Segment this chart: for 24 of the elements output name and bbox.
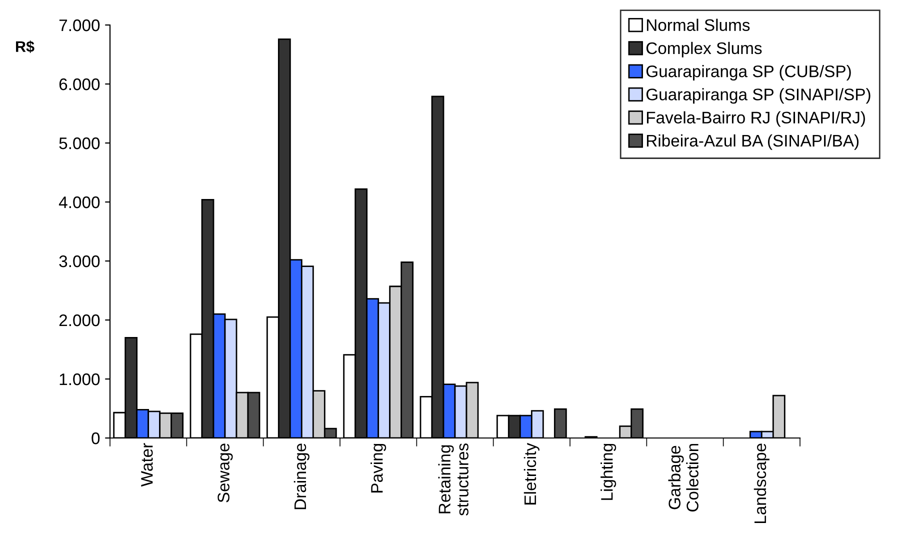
x-tick-label: Landscape	[754, 444, 770, 524]
x-tick-label: Retaining structures	[438, 443, 468, 516]
y-tick-label: 1.000	[60, 373, 100, 386]
legend-label: Guarapiranga SP (SINAPI/SP)	[646, 88, 870, 104]
x-tick-label: Lighting	[600, 444, 616, 500]
y-tick-label: 3.000	[59, 255, 100, 268]
y-tick-label: 2.000	[59, 314, 100, 326]
y-tick-label: 7.000	[59, 19, 100, 32]
y-tick-label: 0	[92, 432, 100, 444]
x-tick-label: Water	[141, 443, 153, 487]
x-tick-label: Drainage	[294, 444, 310, 510]
y-tick-label: 5.000	[59, 137, 100, 150]
y-tick-label: 4.000	[58, 196, 100, 208]
x-tick-label: Eletricity	[524, 442, 540, 504]
x-tick-label: Garbage Colection	[668, 444, 698, 512]
legend-label: Ribeira-Azul BA (SINAPI/BA)	[646, 134, 859, 150]
x-tick-label: Sewage	[218, 444, 233, 502]
y-axis-title: R$	[16, 40, 34, 53]
legend-label: Favela-Bairro RJ (SINAPI/RJ)	[646, 111, 865, 127]
x-tick-label: Paving	[370, 444, 386, 492]
legend-label: Guarapiranga SP (CUB/SP)	[646, 65, 851, 81]
y-tick-label: 6.000	[59, 78, 100, 90]
legend-label: Normal Slums	[646, 18, 750, 31]
legend-label: Complex Slums	[646, 42, 762, 58]
